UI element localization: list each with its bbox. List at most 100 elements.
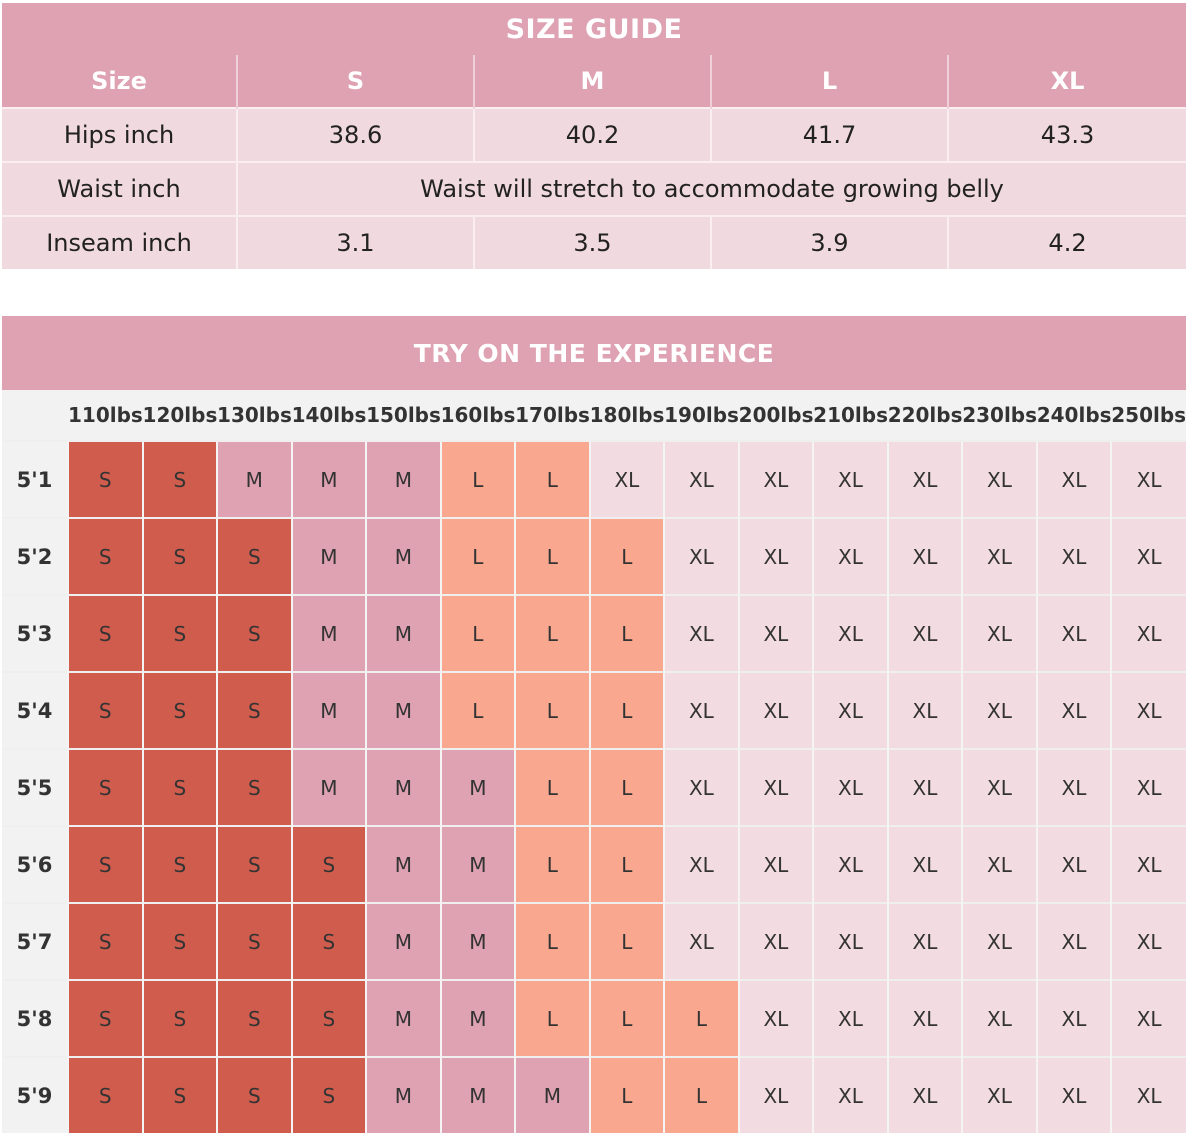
size-cell: XL: [737, 902, 814, 980]
size-cell: L: [514, 748, 590, 826]
size-cell: S: [216, 825, 292, 903]
size-cell: M: [439, 902, 516, 980]
height-row: 5'6 S S S S M M L L XL XL XL XL XL XL XL: [2, 825, 1186, 903]
inseam-xl: 4.2: [946, 215, 1187, 269]
waist-note: Waist will stretch to accommodate growin…: [235, 161, 1187, 216]
weight-header: 230lbs: [962, 390, 1037, 441]
inseam-s: 3.1: [236, 215, 474, 269]
size-cell: XL: [961, 748, 1037, 826]
size-cell: XL: [737, 594, 814, 672]
size-cell: XL: [886, 671, 963, 749]
size-cell: XL: [1035, 440, 1112, 518]
size-cell: XL: [1110, 594, 1186, 672]
size-cell: L: [588, 517, 665, 595]
size-cell: XL: [886, 440, 963, 518]
size-cell: L: [514, 671, 590, 749]
size-cell: XL: [1035, 979, 1112, 1057]
size-cell: L: [588, 902, 665, 980]
size-cell: S: [67, 594, 143, 672]
weight-header: 130lbs: [217, 390, 292, 441]
size-cell: S: [67, 825, 143, 903]
waist-label: Waist inch: [2, 161, 237, 216]
weight-header: 210lbs: [813, 390, 888, 441]
weight-header: 110lbs: [68, 390, 143, 441]
size-cell: XL: [812, 825, 888, 903]
size-cell: XL: [886, 594, 963, 672]
size-cell: XL: [737, 517, 814, 595]
size-cell: XL: [663, 671, 739, 749]
size-cell: XL: [961, 902, 1037, 980]
try-on-body: 5'1 S S M M M L L XL XL XL XL XL XL XL XL 5'2 S S S M M L L L XL X…: [2, 440, 1186, 1133]
size-cell: S: [67, 979, 143, 1057]
weight-header: 150lbs: [366, 390, 441, 441]
size-cell: S: [67, 517, 143, 595]
size-cell: L: [514, 825, 590, 903]
size-cell: S: [216, 517, 292, 595]
hips-xl: 43.3: [946, 107, 1187, 162]
size-cell: XL: [886, 979, 963, 1057]
size-cell: XL: [1110, 440, 1186, 518]
size-cell: L: [588, 979, 665, 1057]
size-cell: XL: [1035, 671, 1112, 749]
size-cell: S: [67, 1056, 143, 1133]
hips-m: 40.2: [473, 107, 711, 162]
size-cell: XL: [886, 825, 963, 903]
height-label: 5'3: [2, 594, 69, 672]
height-label: 5'7: [2, 902, 69, 980]
inseam-l: 3.9: [710, 215, 948, 269]
weight-header: 200lbs: [738, 390, 813, 441]
height-label: 5'1: [2, 440, 69, 518]
height-label: 5'2: [2, 517, 69, 595]
size-cell: XL: [663, 517, 739, 595]
hips-label: Hips inch: [2, 107, 237, 162]
size-cell: XL: [961, 979, 1037, 1057]
size-cell: L: [663, 979, 739, 1057]
size-cell: XL: [663, 902, 739, 980]
height-row: 5'8 S S S S M M L L L XL XL XL XL XL XL: [2, 979, 1186, 1057]
size-cell: M: [365, 594, 441, 672]
size-cell: XL: [1110, 517, 1186, 595]
size-cell: M: [365, 1056, 441, 1133]
size-cell: M: [365, 979, 441, 1057]
size-cell: M: [365, 517, 441, 595]
size-cell: XL: [737, 440, 814, 518]
height-label: 5'4: [2, 671, 69, 749]
size-cell: M: [365, 748, 441, 826]
size-cell: XL: [588, 440, 665, 518]
size-cell: S: [141, 594, 218, 672]
size-cell: XL: [961, 671, 1037, 749]
size-cell: S: [67, 440, 143, 518]
size-cell: XL: [663, 594, 739, 672]
size-cell: XL: [961, 517, 1037, 595]
size-cell: S: [290, 1056, 367, 1133]
weight-header: 160lbs: [440, 390, 515, 441]
size-cell: XL: [1110, 1056, 1186, 1133]
size-cell: XL: [663, 748, 739, 826]
height-row: 5'1 S S M M M L L XL XL XL XL XL XL XL XL: [2, 440, 1186, 518]
size-cell: L: [588, 748, 665, 826]
inseam-label: Inseam inch: [2, 215, 237, 269]
size-cell: XL: [812, 594, 888, 672]
size-header-xl: XL: [946, 55, 1187, 108]
height-label: 5'9: [2, 1056, 69, 1133]
size-cell: XL: [1110, 902, 1186, 980]
weight-header: 170lbs: [515, 390, 590, 441]
size-cell: S: [290, 902, 367, 980]
size-cell: L: [514, 440, 590, 518]
size-cell: S: [141, 748, 218, 826]
size-cell: S: [216, 902, 292, 980]
size-cell: S: [141, 979, 218, 1057]
size-cell: XL: [886, 902, 963, 980]
try-on-title: TRY ON THE EXPERIENCE: [2, 316, 1186, 390]
size-cell: XL: [886, 1056, 963, 1133]
size-cell: S: [67, 748, 143, 826]
height-row: 5'2 S S S M M L L L XL XL XL XL XL XL XL: [2, 517, 1186, 595]
height-row: 5'5 S S S M M M L L XL XL XL XL XL XL XL: [2, 748, 1186, 826]
size-cell: M: [514, 1056, 590, 1133]
size-cell: S: [141, 671, 218, 749]
size-cell: L: [663, 1056, 739, 1133]
size-cell: XL: [1035, 902, 1112, 980]
size-cell: XL: [812, 902, 888, 980]
size-cell: S: [216, 594, 292, 672]
size-cell: L: [514, 902, 590, 980]
